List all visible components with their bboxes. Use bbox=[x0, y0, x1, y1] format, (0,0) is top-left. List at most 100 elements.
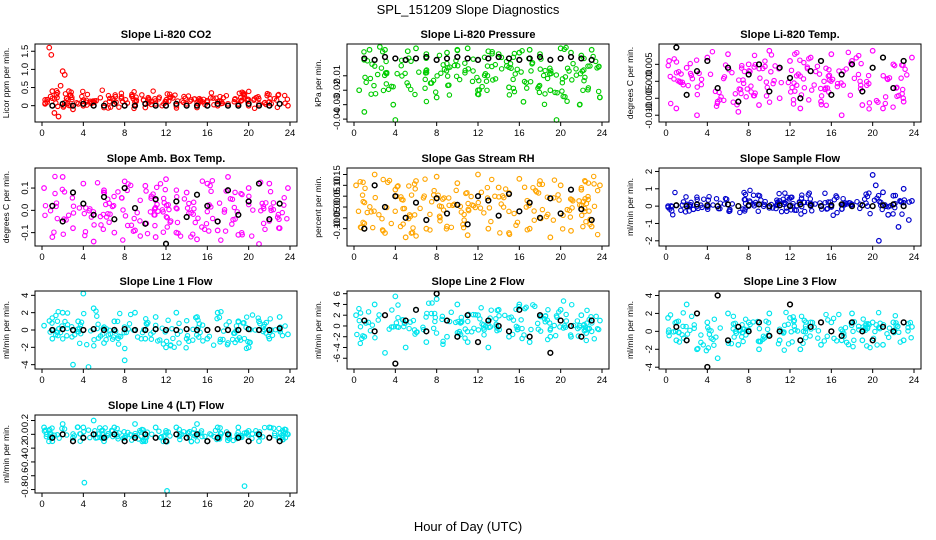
data-point bbox=[154, 338, 161, 344]
data-point bbox=[371, 82, 377, 89]
data-point bbox=[395, 314, 401, 321]
data-point bbox=[173, 205, 179, 211]
x-tick-label: 4 bbox=[393, 252, 398, 263]
data-point bbox=[245, 201, 252, 208]
data-point bbox=[431, 310, 438, 317]
data-point bbox=[493, 323, 499, 329]
data-point bbox=[531, 208, 537, 214]
data-point bbox=[857, 82, 864, 88]
data-point bbox=[682, 209, 689, 215]
data-point bbox=[256, 95, 262, 102]
data-point bbox=[80, 434, 87, 441]
data-point bbox=[481, 332, 487, 338]
data-point bbox=[118, 90, 125, 97]
data-point bbox=[64, 322, 71, 328]
data-point bbox=[506, 208, 512, 215]
data-point bbox=[266, 91, 272, 98]
y-axis-label: kPa per min. bbox=[313, 59, 323, 107]
data-point bbox=[704, 54, 711, 61]
data-point bbox=[137, 197, 143, 204]
y-axis-label: ml/min per min. bbox=[625, 178, 635, 236]
data-point bbox=[81, 210, 88, 217]
data-point bbox=[209, 215, 216, 222]
data-point bbox=[110, 334, 117, 340]
data-point bbox=[872, 182, 879, 189]
data-point bbox=[42, 202, 49, 209]
data-point bbox=[526, 46, 533, 53]
data-point bbox=[276, 200, 283, 207]
data-point bbox=[214, 326, 221, 333]
data-point bbox=[176, 340, 182, 346]
data-point bbox=[462, 70, 468, 76]
data-point bbox=[485, 55, 492, 62]
data-point bbox=[181, 196, 188, 202]
data-point bbox=[70, 210, 77, 216]
data-point bbox=[557, 55, 564, 62]
data-point bbox=[865, 72, 872, 79]
data-point bbox=[811, 82, 817, 88]
data-point bbox=[355, 208, 362, 215]
data-point bbox=[165, 317, 171, 324]
data-point bbox=[495, 212, 502, 219]
data-point bbox=[578, 312, 585, 319]
data-point bbox=[582, 205, 588, 212]
data-point bbox=[208, 90, 215, 96]
data-point bbox=[433, 290, 440, 297]
data-point bbox=[791, 80, 797, 86]
data-point bbox=[208, 204, 214, 210]
data-point bbox=[734, 101, 740, 108]
data-point bbox=[443, 55, 451, 62]
y-tick-label: -0.005 bbox=[644, 85, 655, 112]
data-point bbox=[91, 343, 97, 349]
data-point bbox=[807, 333, 813, 339]
data-point bbox=[431, 187, 437, 194]
data-point bbox=[591, 203, 598, 210]
data-point bbox=[178, 431, 185, 438]
data-point bbox=[474, 193, 482, 200]
data-point bbox=[455, 318, 461, 325]
data-point bbox=[688, 313, 695, 320]
data-point bbox=[732, 91, 739, 97]
data-point bbox=[359, 335, 365, 342]
data-point bbox=[577, 101, 583, 108]
data-point bbox=[851, 75, 858, 82]
y-tick-label: -4 bbox=[20, 360, 31, 368]
y-tick-label: 2 bbox=[20, 310, 31, 315]
x-tick-label: 12 bbox=[785, 252, 796, 263]
data-point bbox=[756, 102, 762, 108]
data-point bbox=[800, 76, 807, 82]
data-point bbox=[41, 185, 47, 191]
data-point bbox=[823, 65, 829, 71]
data-point bbox=[786, 203, 794, 210]
data-point bbox=[578, 206, 585, 213]
y-tick-label: 0.10 bbox=[332, 176, 343, 195]
data-point bbox=[201, 226, 208, 233]
data-point bbox=[183, 317, 190, 324]
x-tick-label: 0 bbox=[39, 252, 44, 263]
data-point bbox=[383, 81, 390, 87]
data-point bbox=[392, 208, 398, 215]
y-tick-label: 0 bbox=[644, 203, 655, 208]
data-point bbox=[683, 64, 690, 71]
data-point bbox=[830, 315, 837, 322]
data-point bbox=[111, 326, 118, 334]
data-point bbox=[578, 185, 585, 191]
y-axis-label: ml/min per min. bbox=[313, 301, 323, 359]
x-tick-label: 20 bbox=[243, 128, 254, 139]
y-tick-label: -0.010 bbox=[644, 102, 655, 129]
data-point bbox=[54, 431, 61, 438]
data-point bbox=[828, 51, 835, 58]
y-tick-label: 2 bbox=[332, 313, 343, 318]
data-point bbox=[462, 60, 468, 66]
data-point bbox=[539, 206, 546, 213]
data-point bbox=[69, 102, 77, 109]
data-point bbox=[379, 227, 386, 233]
data-point bbox=[224, 102, 232, 109]
data-point bbox=[464, 312, 471, 319]
data-point bbox=[210, 342, 217, 348]
data-point bbox=[909, 54, 915, 61]
data-point bbox=[722, 195, 729, 202]
data-point bbox=[69, 326, 77, 334]
data-point bbox=[526, 339, 533, 346]
data-point bbox=[745, 328, 752, 335]
